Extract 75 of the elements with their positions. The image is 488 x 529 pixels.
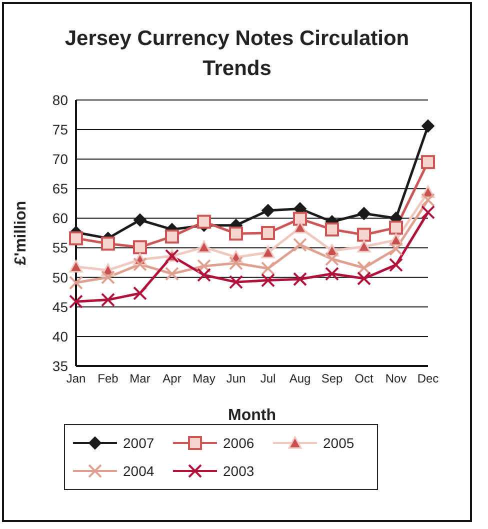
point [229,226,243,241]
point [261,261,275,276]
x-tick-label: Jul [260,372,276,386]
point [357,228,371,242]
y-tick-label: 65 [52,180,68,197]
x-tick-label: Jun [226,372,246,386]
y-tick-label: 75 [52,122,68,138]
legend-label: 2007 [123,435,154,451]
point [69,276,83,290]
point [261,246,275,258]
y-tick-label: 80 [52,92,68,108]
point [197,259,211,274]
point [165,266,179,281]
point [262,204,274,218]
x-tick-label: Feb [98,372,119,386]
point [69,260,83,272]
point [133,240,147,254]
x-tick-label: Nov [385,372,407,386]
point [197,268,211,282]
point [421,192,435,207]
x-tick-label: Aug [289,372,311,386]
point [325,266,339,281]
point [261,226,275,240]
point [389,242,403,256]
point [229,256,243,270]
y-tick-label: 70 [52,151,68,168]
point [358,206,370,220]
x-tick-label: Dec [417,372,439,386]
point [293,272,307,286]
point [421,205,435,220]
point [389,220,403,235]
x-tick-label: Apr [162,372,182,386]
point [357,260,371,275]
point [134,213,146,226]
y-axis-title: £'million [12,200,30,266]
x-tick-label: May [192,372,216,386]
point [389,233,403,246]
point [389,258,403,272]
point [357,272,371,286]
point [293,212,307,226]
point [197,240,211,253]
chart-title: Jersey Currency Notes Circulation Trends [64,26,410,82]
y-tick-label: 55 [52,240,68,256]
y-tick-label: 45 [52,298,68,315]
y-tick-label: 35 [52,358,68,374]
point [325,252,339,266]
x-tick-label: Sep [321,372,343,386]
point [229,275,243,290]
legend-label: 2005 [323,435,354,451]
point [421,155,435,170]
point [197,214,211,229]
x-tick-label: Jan [66,372,86,386]
point [101,270,115,284]
point [133,286,147,300]
y-tick-label: 40 [52,328,68,344]
point [101,292,115,307]
legend-label: 2004 [123,463,154,479]
point [357,240,371,252]
point [293,238,307,252]
y-tick-label: 60 [52,210,68,226]
point [325,222,339,236]
x-tick-label: Oct [354,372,374,386]
x-axis-title: Month [228,407,276,424]
legend-label: 2006 [223,435,254,451]
legend-label: 2003 [223,463,254,479]
point [261,273,275,288]
point [101,236,115,251]
point [165,230,179,244]
point [293,220,307,234]
point [69,231,83,246]
y-tick-label: 50 [52,269,68,286]
point [133,257,147,272]
x-tick-label: Mar [130,372,150,386]
point [69,294,83,309]
point [422,120,434,133]
